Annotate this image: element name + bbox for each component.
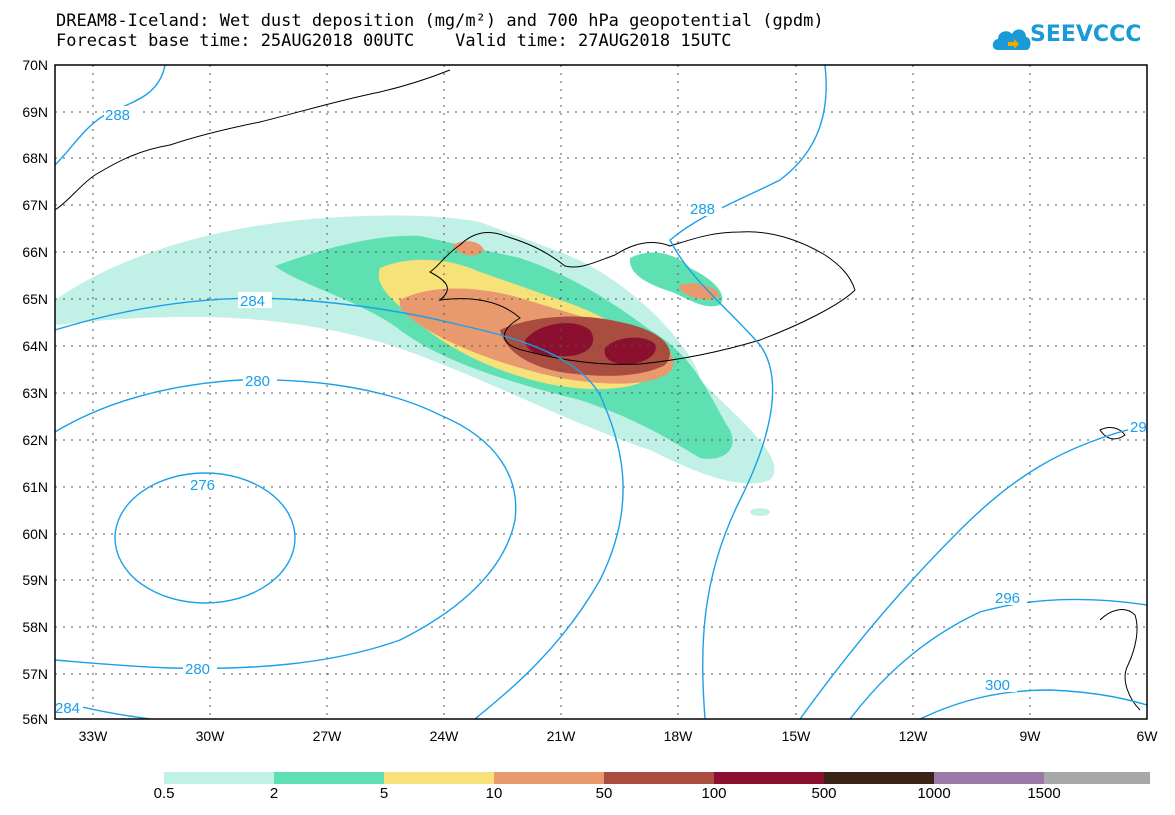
- colorbar-swatch: [714, 772, 824, 784]
- colorbar-swatch: [604, 772, 714, 784]
- deposition-speck: [750, 508, 770, 516]
- coast-faroe: [1099, 427, 1126, 440]
- contour-280: [55, 379, 517, 670]
- deposition-100b: [604, 337, 656, 365]
- contour-label: 284: [55, 700, 80, 717]
- colorbar-swatch: [934, 772, 1044, 784]
- lon-label: 27W: [312, 728, 342, 744]
- contour-296: [849, 598, 1147, 719]
- contour-label: 296: [995, 590, 1020, 607]
- lon-label: 9W: [1019, 728, 1041, 744]
- colorbar-swatch: [384, 772, 494, 784]
- deposition-100a: [525, 323, 594, 357]
- deposition-east-10: [679, 283, 720, 300]
- lat-label: 62N: [22, 432, 48, 448]
- contour-300: [919, 689, 1147, 719]
- colorbar-label: 10: [485, 785, 503, 802]
- colorbar-label: 500: [811, 785, 837, 802]
- lon-label: 15W: [781, 728, 811, 744]
- map-title-line1: DREAM8-Iceland: Wet dust deposition (mg/…: [56, 11, 824, 31]
- lon-label: 24W: [429, 728, 459, 744]
- contour-label: 280: [245, 373, 270, 390]
- coast-greenland: [55, 69, 451, 211]
- lat-label: 59N: [22, 572, 48, 588]
- colorbar-swatch: [824, 772, 934, 784]
- coastlines: [55, 69, 1141, 711]
- lon-label: 18W: [663, 728, 693, 744]
- contour-label-group: 288 288 284 280 276 280 284 296 300 29: [55, 106, 1147, 717]
- lat-label: 61N: [22, 479, 48, 495]
- map-plot-area: 288 288 284 280 276 280 284 296 300 29: [55, 65, 1147, 719]
- contour-label: 288: [105, 107, 130, 124]
- lat-label: 58N: [22, 619, 48, 635]
- deposition-0.5: [55, 215, 775, 484]
- colorbar-swatch: [494, 772, 604, 784]
- coast-iceland: [429, 231, 856, 365]
- lat-label: 64N: [22, 338, 48, 354]
- lat-label: 68N: [22, 150, 48, 166]
- contour-label: 276: [190, 477, 215, 494]
- lat-label: 67N: [22, 197, 48, 213]
- lon-label: 6W: [1136, 728, 1158, 744]
- coast-scotland: [1099, 609, 1141, 711]
- lat-label: 70N: [22, 57, 48, 73]
- contour-label: 284: [240, 293, 265, 310]
- contour-276: [114, 472, 296, 604]
- lon-label: 21W: [546, 728, 576, 744]
- logo-text: SEEVCCC: [1030, 22, 1142, 47]
- dust-deposition-field: [55, 215, 775, 516]
- colorbar-label: 2: [269, 785, 279, 802]
- lon-label: 33W: [78, 728, 108, 744]
- colorbar-label: 5: [379, 785, 389, 802]
- contour-284: [55, 297, 624, 719]
- colorbar-label: 1500: [1027, 785, 1061, 802]
- colorbar-swatch: [164, 772, 274, 784]
- contour-label: 300: [985, 677, 1010, 694]
- contour-label: 280: [185, 661, 210, 678]
- lat-label: 66N: [22, 244, 48, 260]
- colorbar-swatch: [274, 772, 384, 784]
- graticule: [55, 65, 1147, 719]
- lat-label: 57N: [22, 666, 48, 682]
- colorbar-label: 100: [701, 785, 727, 802]
- map-frame: [54, 64, 1148, 720]
- lat-label: 69N: [22, 104, 48, 120]
- map-title-line2: Forecast base time: 25AUG2018 00UTC Vali…: [56, 31, 732, 51]
- lon-label: 12W: [898, 728, 928, 744]
- lon-label: 30W: [195, 728, 225, 744]
- lat-label: 63N: [22, 385, 48, 401]
- lat-label: 60N: [22, 526, 48, 542]
- contour-29x: [799, 424, 1147, 719]
- colorbar-label: 50: [595, 785, 613, 802]
- contour-label: 288: [690, 201, 715, 218]
- contour-label: 29: [1130, 419, 1147, 436]
- contour-288-main: [669, 65, 827, 719]
- colorbar-label: 1000: [917, 785, 951, 802]
- colorbar-label: 0.5: [153, 785, 175, 802]
- cloud-icon: [992, 29, 1031, 50]
- lat-label: 56N: [22, 711, 48, 727]
- lat-label: 65N: [22, 291, 48, 307]
- colorbar-swatch: [1044, 772, 1150, 784]
